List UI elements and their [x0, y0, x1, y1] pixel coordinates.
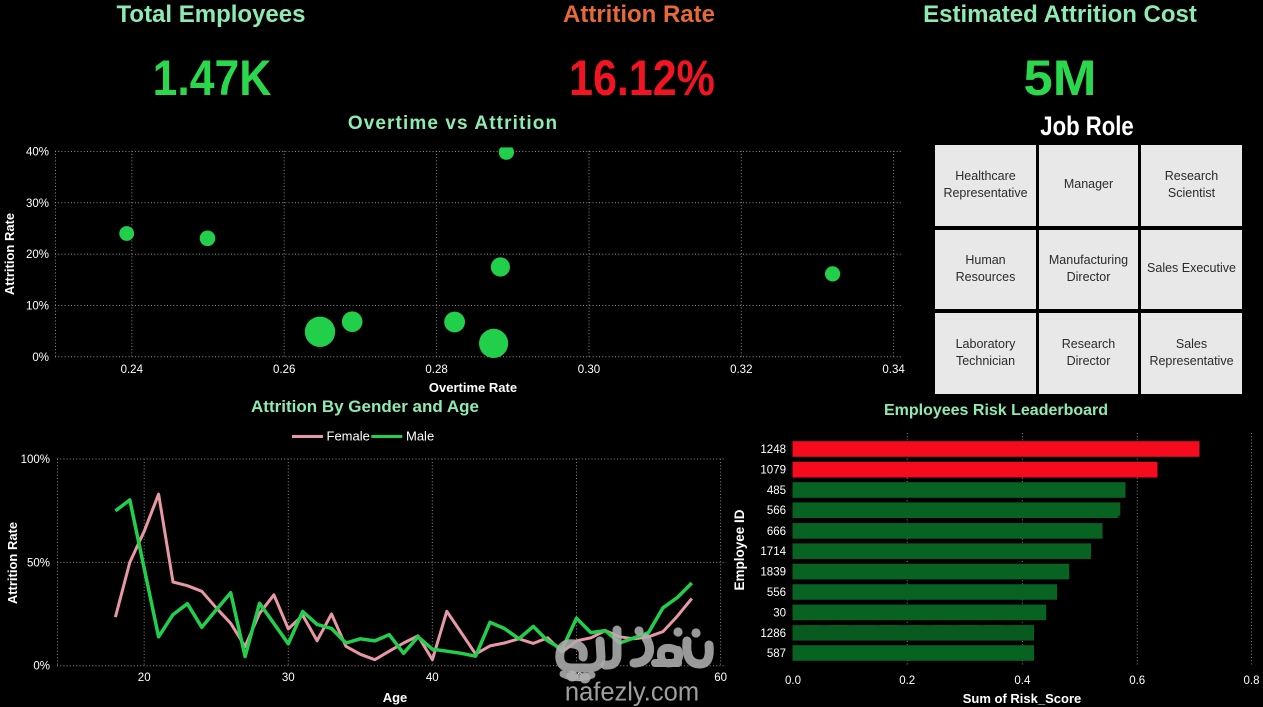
svg-text:Female: Female [327, 429, 370, 444]
svg-text:20%: 20% [26, 249, 49, 261]
svg-text:485: 485 [767, 485, 786, 497]
svg-text:Attrition Rate: Attrition Rate [5, 522, 20, 604]
svg-text:Sum of Risk_Score: Sum of Risk_Score [963, 691, 1082, 706]
svg-text:Employee ID: Employee ID [732, 509, 747, 590]
svg-text:nafezly.com: nafezly.com [565, 679, 699, 707]
svg-text:Male: Male [406, 429, 434, 444]
svg-text:20: 20 [138, 672, 151, 684]
svg-text:1714: 1714 [760, 546, 786, 558]
svg-text:60: 60 [714, 672, 727, 684]
svg-text:50%: 50% [27, 557, 50, 569]
svg-text:587: 587 [767, 648, 786, 660]
svg-text:566: 566 [767, 505, 786, 517]
svg-text:Overtime Rate: Overtime Rate [429, 380, 517, 395]
svg-text:666: 666 [767, 526, 786, 538]
svg-text:Attrition Rate: Attrition Rate [2, 213, 17, 295]
svg-text:40%: 40% [26, 147, 49, 159]
svg-text:1286: 1286 [760, 628, 786, 640]
svg-text:0.0: 0.0 [785, 675, 801, 687]
svg-text:40: 40 [426, 672, 439, 684]
svg-text:0.28: 0.28 [425, 364, 447, 376]
svg-text:1079: 1079 [760, 465, 786, 477]
svg-text:0%: 0% [33, 661, 50, 673]
svg-text:30: 30 [773, 607, 786, 619]
svg-text:100%: 100% [21, 454, 50, 466]
svg-text:Age: Age [383, 690, 408, 705]
svg-text:0.32: 0.32 [730, 364, 752, 376]
svg-text:1839: 1839 [760, 567, 786, 579]
svg-text:0.4: 0.4 [1014, 675, 1031, 687]
svg-text:1248: 1248 [760, 444, 786, 456]
svg-text:30%: 30% [26, 198, 49, 210]
svg-text:0.2: 0.2 [899, 675, 915, 687]
svg-text:0.26: 0.26 [273, 364, 295, 376]
svg-text:556: 556 [767, 587, 786, 599]
svg-text:10%: 10% [26, 301, 49, 313]
svg-text:0.34: 0.34 [882, 364, 905, 376]
svg-text:30: 30 [282, 672, 295, 684]
svg-text:0.6: 0.6 [1129, 675, 1145, 687]
svg-text:0.30: 0.30 [578, 364, 600, 376]
svg-text:0%: 0% [32, 352, 49, 364]
svg-text:0.24: 0.24 [121, 364, 144, 376]
svg-text:0.8: 0.8 [1244, 675, 1260, 687]
